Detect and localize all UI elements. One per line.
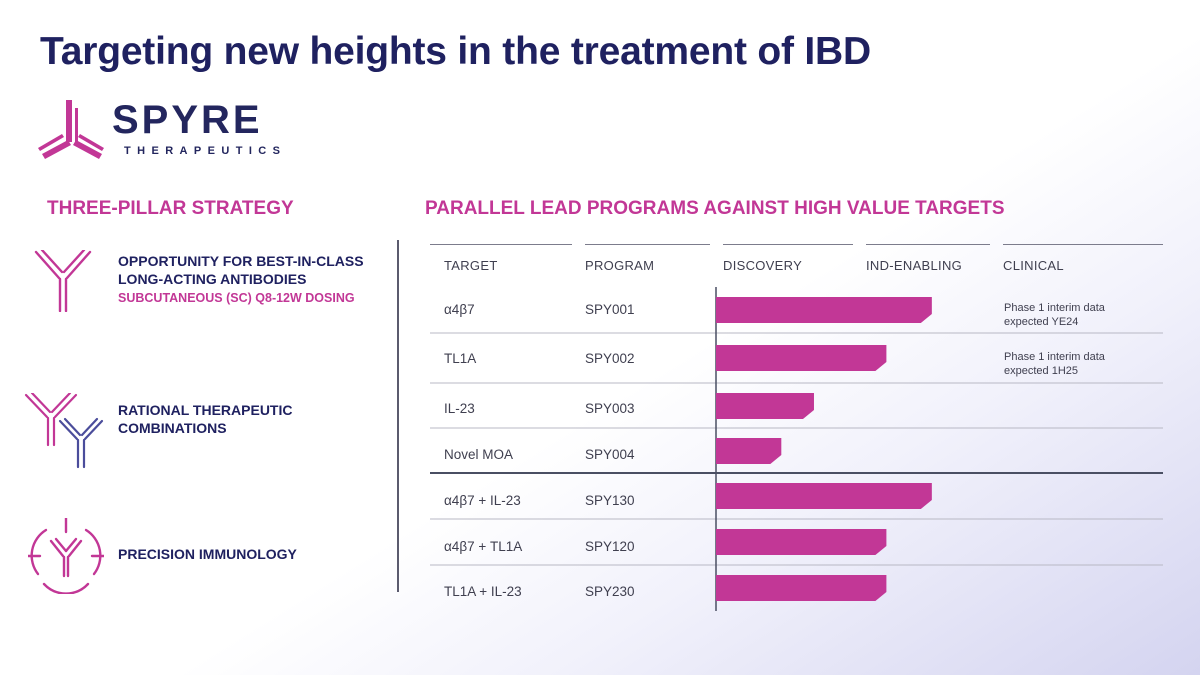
program-bar-spy002	[716, 345, 887, 371]
row-target: α4β7	[444, 302, 475, 317]
pillar-best-in-class: OPPORTUNITY FOR BEST-IN-CLASS LONG-ACTIN…	[118, 253, 364, 305]
dual-antibody-icon	[23, 391, 107, 474]
target-antibody-icon	[26, 516, 106, 599]
row-target: TL1A	[444, 351, 477, 366]
row-target: Novel MOA	[444, 447, 514, 462]
program-bar-spy130	[716, 483, 932, 509]
column-header-program: PROGRAM	[585, 244, 710, 275]
pillars-heading: THREE-PILLAR STRATEGY	[47, 198, 294, 219]
row-program: SPY230	[585, 584, 635, 599]
column-header-ind-enabling: IND-ENABLING	[866, 244, 990, 275]
row-program: SPY001	[585, 302, 635, 317]
row-program: SPY002	[585, 351, 635, 366]
program-bar-spy004	[716, 438, 782, 464]
program-bar-spy120	[716, 529, 887, 555]
antibody-icon	[33, 248, 93, 317]
row-program: SPY130	[585, 493, 635, 508]
row-note: Phase 1 interim data expected YE24	[1004, 302, 1105, 328]
row-program: SPY003	[585, 401, 635, 416]
row-target: IL-23	[444, 401, 475, 416]
spyre-logo: SPYRE THERAPEUTICS	[32, 96, 292, 166]
row-target: TL1A + IL-23	[444, 584, 522, 599]
program-bar-spy230	[716, 575, 887, 601]
logo-tagline: THERAPEUTICS	[124, 145, 287, 157]
row-program: SPY120	[585, 539, 635, 554]
column-header-clinical: CLINICAL	[1003, 244, 1163, 275]
row-target: α4β7 + TL1A	[444, 539, 523, 554]
page-title: Targeting new heights in the treatment o…	[40, 30, 871, 73]
row-program: SPY004	[585, 447, 635, 462]
logo-wordmark: SPYRE	[112, 98, 263, 142]
program-bar-spy001	[716, 297, 932, 323]
pillar-precision: PRECISION IMMUNOLOGY	[118, 546, 297, 562]
column-header-target: TARGET	[430, 244, 572, 275]
program-bar-spy003	[716, 393, 814, 419]
pillar-combinations: RATIONAL THERAPEUTIC COMBINATIONS	[118, 402, 293, 436]
spyre-mark-icon	[38, 100, 104, 159]
section-divider	[397, 240, 399, 592]
row-note: Phase 1 interim data expected 1H25	[1004, 351, 1105, 377]
row-target: α4β7 + IL-23	[444, 493, 521, 508]
pipeline-heading: PARALLEL LEAD PROGRAMS AGAINST HIGH VALU…	[425, 198, 1005, 219]
pillar-dosing-subtitle: SUBCUTANEOUS (SC) Q8-12W DOSING	[118, 291, 355, 305]
column-header-discovery: DISCOVERY	[723, 244, 853, 275]
